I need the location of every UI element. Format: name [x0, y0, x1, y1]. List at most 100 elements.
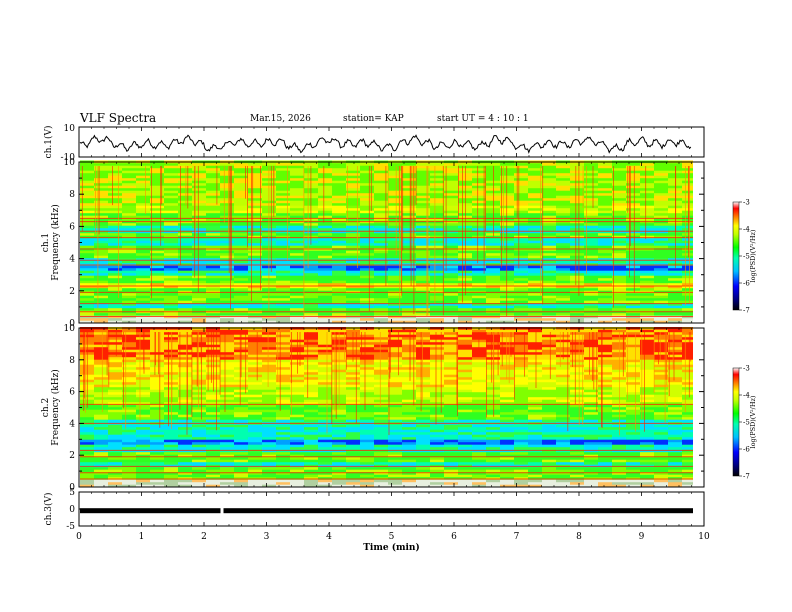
ch1-spec-cell [108, 178, 122, 181]
ch1-spec-cell [430, 183, 444, 186]
ch2-spec-cell [346, 397, 360, 400]
ch1-spec-cell [640, 170, 654, 174]
ch2-spec-cell [556, 457, 570, 460]
ch2-spec-cell [248, 467, 262, 470]
ch2-spec-cell [262, 472, 276, 475]
ch2-spec-cell [626, 457, 640, 460]
ch1-spec-cell [514, 255, 528, 259]
ch1-spec-cell [612, 198, 626, 201]
ch1-spec-cell [220, 305, 234, 309]
ch1-spec-cell [290, 163, 304, 166]
ch1-spec-cell [640, 265, 654, 269]
ch1-spec-cell [528, 170, 542, 174]
ch1-spec-cell [556, 188, 570, 191]
ch2-spec-cell [444, 409, 458, 413]
ch1-spec-cell [682, 165, 693, 169]
ch1-spec-cell [402, 308, 416, 311]
ch1-spec-cell [332, 188, 346, 191]
ch1-spec-cell [206, 208, 220, 211]
ch1-spec-cell [346, 175, 360, 179]
ch1-spec-cell [654, 300, 668, 304]
ch1-spec-cell [374, 305, 388, 309]
ch2-spec-cell [500, 432, 514, 435]
ch2-spec-cell [94, 387, 108, 390]
ch1-spec-cell [458, 298, 472, 301]
ch1-spec-cell [416, 285, 430, 289]
ch2-spec-cell [514, 444, 528, 448]
ch1-spec-cell [542, 245, 556, 249]
ch2-spec-cell [234, 437, 248, 440]
ch2-spec-cell [626, 409, 640, 413]
ch1-spec-cell [108, 258, 122, 261]
ch1-spec-cell [654, 170, 668, 174]
ch2-spec-cell [500, 434, 514, 438]
ch2-spec-cell [206, 452, 220, 455]
ch1-spec-cell [178, 283, 192, 286]
ch1-spec-cell [318, 303, 332, 306]
ch1-spec-cell [682, 278, 693, 281]
ch2-spec-cell [80, 472, 94, 475]
ch1-spec-cell [346, 223, 360, 226]
ch1-spec-cell [276, 195, 290, 199]
ch2-spec-cell [276, 479, 290, 483]
ch2-spec-cell [304, 467, 318, 470]
ch2-spec-cell [514, 457, 528, 460]
ch2-spec-cell [262, 457, 276, 460]
ch2-spec-cell [80, 409, 94, 413]
ch2-spec-cell [248, 389, 262, 393]
ch1-spec-cell [136, 230, 150, 234]
ch1-spec-cell [402, 233, 416, 236]
ch1-spec-cell [122, 170, 136, 174]
ch1-spec-cell [388, 270, 402, 274]
ch2-spec-cell [556, 407, 570, 410]
ch2-spec-cell [374, 482, 388, 485]
ch1-spec-cell [542, 273, 556, 276]
ch1-spec-cell [444, 278, 458, 281]
ch1-spec-cell [584, 253, 598, 256]
ch2-spec-cell [318, 447, 332, 450]
ch1-spec-cell [584, 228, 598, 231]
ch1-spec-cell [94, 183, 108, 186]
ch2-spec-cell [416, 387, 430, 390]
ch1-spec-cell [108, 260, 122, 264]
ch1-spec-cell [416, 288, 430, 291]
ch2-spec-cell [122, 387, 136, 390]
ch1-spec-cell [472, 255, 486, 259]
ch1-spec-cell [122, 183, 136, 186]
ch1-spec-cell [528, 313, 542, 316]
ch1-spec-cell [388, 165, 402, 169]
ch1-spec-cell [136, 255, 150, 259]
ch2-spec-cell [430, 484, 444, 488]
ch2-spec-cell [444, 389, 458, 393]
ch2-spec-cell [262, 434, 276, 438]
ch1-spec-cell [360, 228, 374, 231]
ch1-spec-cell [374, 188, 388, 191]
ch1-spec-cell [640, 288, 654, 291]
ch1-spec-cell [472, 193, 486, 196]
ch1-spec-cell [346, 300, 360, 304]
ch1-spec-cell [234, 233, 248, 236]
ch1-spec-cell [360, 223, 374, 226]
ch2-spec-cell [346, 424, 360, 428]
ch1-spec-cell [80, 225, 94, 229]
ch2-spec-cell [304, 444, 318, 448]
ch1-spec-cell [654, 240, 668, 244]
ch2-spec-cell [374, 409, 388, 413]
ch1-spec-cell [94, 273, 108, 276]
ch1-spec-cell [626, 205, 640, 209]
ch1-spec-cell [276, 178, 290, 181]
ch2-spec-cell [682, 454, 693, 458]
ch2-spec-cell [402, 404, 416, 408]
ch1-spec-cell [122, 203, 136, 206]
ch1-spec-cell [486, 278, 500, 281]
ch2-spec-cell [304, 472, 318, 475]
ch1-spec-cell [402, 215, 416, 219]
ch1-spec-cell [206, 185, 220, 189]
ch1-spec-cell [556, 235, 570, 239]
ch2-spec-cell [486, 424, 500, 428]
ch2-spec-cell [262, 454, 276, 458]
ch1-spec-cell [402, 258, 416, 261]
ch1-spec-cell [668, 245, 682, 249]
ch1-spec-cell [276, 313, 290, 316]
ch2-spec-cell [206, 417, 220, 420]
